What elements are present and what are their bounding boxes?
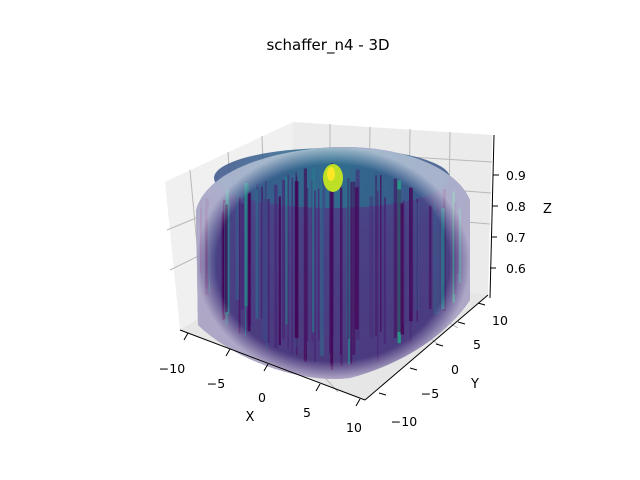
z-axis-label: Z [543,202,552,217]
z-tick-label: 0.8 [506,199,526,214]
z-tick-label: 0.7 [506,230,526,245]
z-axis-line [489,134,495,299]
y-tick-label: 0 [451,362,459,377]
z-tick-label: 0.6 [506,261,526,276]
x-tick-label: 10 [346,420,362,435]
x-tick-label: −5 [207,376,225,391]
x-tick-label: 5 [303,405,311,420]
y-axis-ticks: −10 −5 0 5 10 [378,302,508,429]
y-tick-label: −10 [391,414,417,429]
y-tick-label: −5 [421,386,439,401]
x-tick-label: −10 [159,361,185,376]
x-axis-label: X [246,410,255,425]
surface-plot [196,147,470,379]
z-axis-ticks: 0.6 0.7 0.8 0.9 [490,168,526,276]
y-axis-label: Y [470,377,479,392]
z-tick-label: 0.9 [506,168,526,183]
y-axis-line [364,294,489,401]
y-tick-label: 5 [473,337,481,352]
surface-edge-fade [196,147,470,379]
chart-title: schaffer_n4 - 3D [266,36,389,55]
x-tick-label: 0 [258,390,266,405]
y-tick-label: 10 [492,313,508,328]
x-axis-line [179,329,366,401]
x-axis-ticks: −10 −5 0 5 10 [159,332,362,435]
